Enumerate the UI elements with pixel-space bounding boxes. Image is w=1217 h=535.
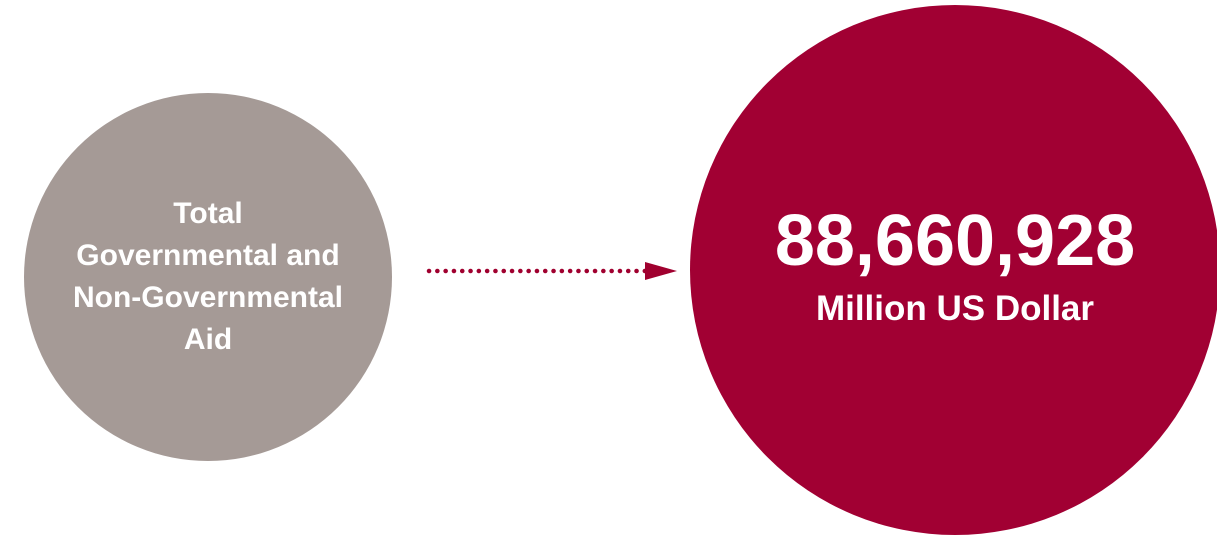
aid-total-unit: Million US Dollar [815, 289, 1095, 328]
dotted-arrow-icon [426, 262, 677, 280]
target-node-circle: 88,660,928 Million US Dollar [690, 5, 1217, 535]
source-node-circle: Total Governmental and Non-Governmental … [24, 93, 392, 461]
connector-arrowhead [645, 262, 677, 280]
aid-total-value: 88,660,928 [774, 201, 1136, 281]
source-node-label: Total Governmental and Non-Governmental … [72, 197, 344, 356]
